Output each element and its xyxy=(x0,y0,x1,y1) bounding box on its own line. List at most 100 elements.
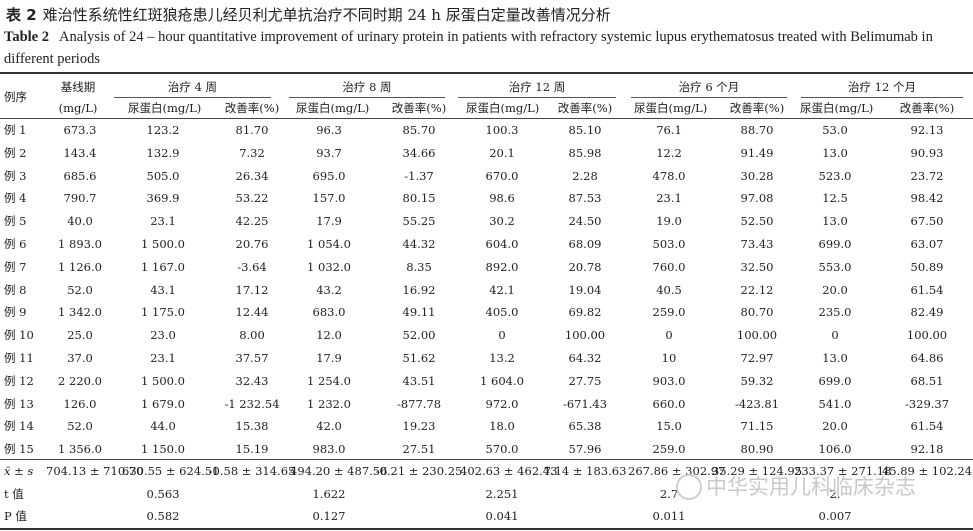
table-cell: 40.0 xyxy=(67,214,93,229)
table-cell: 100.3 xyxy=(485,123,519,137)
table-cell: 26.34 xyxy=(235,168,269,183)
summary-p-cell: 0.007 xyxy=(818,509,852,523)
table-cell: 20.76 xyxy=(235,237,269,251)
row-label: 例 3 xyxy=(4,168,27,183)
summary-mean-label: x̄ ± s xyxy=(4,464,34,478)
table-cell: 126.0 xyxy=(63,396,97,411)
header-rate: 改善率(%) xyxy=(729,101,785,115)
table-cell: 1 356.0 xyxy=(58,442,102,457)
table-top-rule xyxy=(0,72,973,74)
table-cell: 20.1 xyxy=(489,145,515,160)
table-cell: 87.53 xyxy=(568,191,602,206)
header-group: 治疗 12 周 xyxy=(508,80,566,94)
table-cell: 503.0 xyxy=(652,237,686,251)
summary-p-label: P 值 xyxy=(4,509,27,523)
table-cell: 903.0 xyxy=(652,373,686,388)
table-cell: 49.11 xyxy=(402,305,436,320)
table-cell: 32.50 xyxy=(740,259,774,274)
table-cell: 53.0 xyxy=(822,123,848,137)
table-cell: 20.0 xyxy=(822,282,848,297)
header-rate: 改善率(%) xyxy=(391,101,447,115)
table-cell: 69.82 xyxy=(568,305,602,320)
table-cell: 604.0 xyxy=(485,237,519,251)
table-cell: 699.0 xyxy=(818,237,852,251)
header-protein: 尿蛋白(mg/L) xyxy=(466,101,540,115)
header-baseline: 基线期 xyxy=(60,80,96,94)
summary-t-cell: 1.622 xyxy=(312,487,346,501)
summary-t-label: t 值 xyxy=(4,487,24,501)
table-cell: 695.0 xyxy=(312,168,346,183)
table-cell: 20.0 xyxy=(822,419,848,434)
table-label-zh: 表 2 xyxy=(6,6,37,24)
summary-p-cell: 0.127 xyxy=(312,509,346,523)
table-cell: 10 xyxy=(661,351,677,365)
summary-mean-cell: 630.55 ± 624.51 xyxy=(122,464,220,478)
header-protein: 尿蛋白(mg/L) xyxy=(800,101,874,115)
table-cell: 68.51 xyxy=(910,373,944,388)
table-cell: 23.1 xyxy=(150,351,176,365)
table-cell: 17.9 xyxy=(316,214,342,229)
table-cell: 42.0 xyxy=(316,419,342,434)
summary-mean-cell: 35.29 ± 124.95 xyxy=(711,464,803,478)
table-cell: 13.0 xyxy=(822,145,848,160)
table-cell: 1 167.0 xyxy=(141,259,185,274)
header-group: 治疗 12 个月 xyxy=(848,80,916,94)
table-cell: -3.64 xyxy=(237,259,267,274)
table-cell: 23.72 xyxy=(910,168,944,183)
table-cell: 42.25 xyxy=(235,214,269,229)
table-cell: 85.10 xyxy=(568,123,602,137)
table-cell: 15.0 xyxy=(656,419,682,434)
table-cell: 405.0 xyxy=(485,305,519,320)
table-cell: -1.37 xyxy=(404,168,434,183)
table-cell: 61.54 xyxy=(910,282,944,297)
wechat-logo-icon xyxy=(676,474,702,500)
table-cell: 96.3 xyxy=(316,123,342,137)
header-group: 治疗 8 周 xyxy=(342,80,392,94)
table-cell: 52.50 xyxy=(740,214,774,229)
table-cell: 50.89 xyxy=(910,259,944,274)
table-cell: 2 220.0 xyxy=(58,373,102,388)
table-cell: 23.1 xyxy=(150,214,176,229)
header-group: 治疗 4 周 xyxy=(167,80,218,94)
summary-t-cell: 2.7 xyxy=(659,487,679,501)
table-cell: -671.43 xyxy=(562,396,608,411)
watermark: 中华实用儿科临床杂志 xyxy=(706,475,916,499)
summary-t-cell: 0.563 xyxy=(146,487,180,501)
table-cell: 0 xyxy=(665,328,673,343)
table-cell: 64.86 xyxy=(910,351,944,365)
table-cell: 1 679.0 xyxy=(141,396,185,411)
header-protein: 尿蛋白(mg/L) xyxy=(128,101,202,115)
table-cell: 15.38 xyxy=(235,419,269,434)
summary-mean-cell: 704.13 ± 710.70 xyxy=(46,464,144,478)
table-cell: 43.51 xyxy=(402,373,436,388)
table-cell: 42.1 xyxy=(489,282,515,297)
table-cell: 16.92 xyxy=(402,282,436,297)
table-cell: 76.1 xyxy=(656,123,682,137)
table-cell: 132.9 xyxy=(146,145,180,160)
header-group-rule xyxy=(114,97,271,98)
table-cell: 63.07 xyxy=(910,237,944,251)
summary-mean-cell: 402.63 ± 462.43 xyxy=(460,464,558,478)
row-label: 例 12 xyxy=(4,373,34,388)
table-cell: 98.6 xyxy=(489,191,515,206)
header-group-rule xyxy=(801,97,963,98)
table-cell: 19.0 xyxy=(656,214,682,229)
table-cell: 12.5 xyxy=(822,191,848,206)
header-group-rule xyxy=(458,97,616,98)
row-label: 例 10 xyxy=(4,328,34,343)
table-cell: 51.62 xyxy=(402,351,436,365)
table-cell: 43.1 xyxy=(150,282,176,297)
table-cell: -877.78 xyxy=(396,396,442,411)
table-cell: 24.50 xyxy=(568,214,602,229)
row-label: 例 15 xyxy=(4,442,34,457)
table-cell: 25.0 xyxy=(67,328,93,343)
table-cell: 92.13 xyxy=(910,123,944,137)
table-cell: 93.7 xyxy=(316,145,342,160)
table-cell: 523.0 xyxy=(818,168,852,183)
table-cell: 790.7 xyxy=(63,191,97,206)
summary-t-cell: 2. xyxy=(829,487,841,501)
header-group: 治疗 6 个月 xyxy=(678,80,740,94)
table-cell: 673.3 xyxy=(63,123,97,137)
table-cell: 972.0 xyxy=(485,396,519,411)
summary-mean-cell: 45.89 ± 102.24 xyxy=(881,464,973,478)
